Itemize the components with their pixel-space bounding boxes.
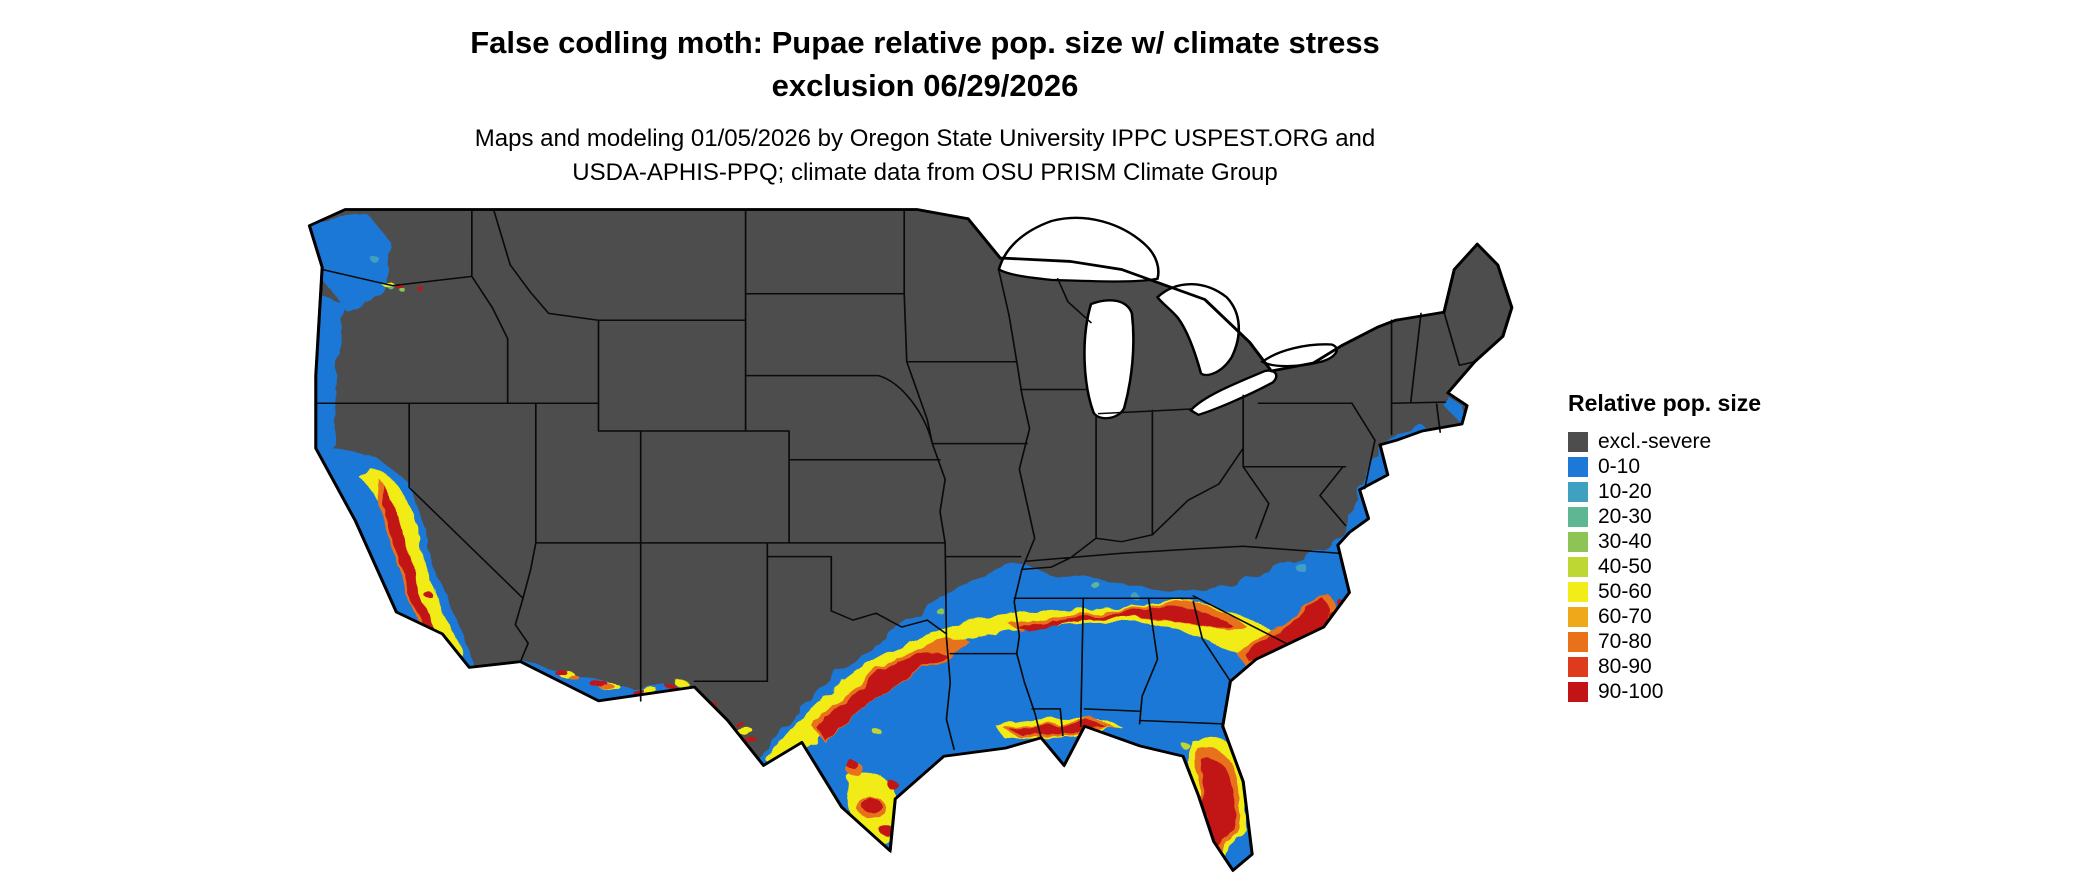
map-subtitle: Maps and modeling 01/05/2026 by Oregon S… [0, 122, 1850, 189]
map-title-line1: False codling moth: Pupae relative pop. … [470, 25, 1380, 60]
legend-label: excl.-severe [1598, 430, 1712, 453]
zone-blue-cape-cod [1444, 396, 1465, 422]
legend-item: 20-30 [1568, 504, 1848, 529]
legend-swatch [1568, 506, 1588, 527]
legend-swatch [1568, 556, 1588, 577]
legend-label: 90-100 [1598, 680, 1664, 703]
legend-swatch [1568, 656, 1588, 677]
legend-item: 40-50 [1568, 554, 1848, 579]
legend-item: 80-90 [1568, 654, 1848, 679]
us-map [307, 208, 1514, 873]
national-border [307, 208, 1514, 872]
legend-label: 10-20 [1598, 480, 1652, 503]
legend-swatch [1568, 631, 1588, 652]
lake-superior [997, 216, 1160, 283]
legend-title: Relative pop. size [1568, 390, 1762, 416]
legend-swatch [1568, 581, 1588, 602]
legend-swatch [1568, 481, 1588, 502]
map-subtitle-line2: USDA-APHIS-PPQ; climate data from OSU PR… [572, 158, 1278, 186]
legend-swatch [1568, 606, 1588, 627]
state-borders [314, 208, 1476, 751]
legend-swatch [1568, 681, 1588, 702]
map-title: False codling moth: Pupae relative pop. … [0, 22, 1850, 108]
legend-label: 80-90 [1598, 655, 1652, 678]
legend-item: 60-70 [1568, 604, 1848, 629]
legend-label: 30-40 [1598, 530, 1652, 553]
legend-swatch [1568, 456, 1588, 477]
lake-erie [1188, 369, 1278, 417]
map-title-line2: exclusion 06/29/2026 [771, 67, 1079, 103]
legend-swatch [1568, 531, 1588, 552]
legend-item: 10-20 [1568, 479, 1848, 504]
legend-label: 20-30 [1598, 505, 1652, 528]
zone-red-core [382, 285, 1347, 849]
legend-label: 40-50 [1598, 555, 1652, 578]
legend-label: 50-60 [1598, 580, 1652, 603]
legend-swatch [1568, 431, 1588, 452]
great-lakes [997, 216, 1339, 420]
legend: Relative pop. size excl.-severe 0-10 10-… [1568, 390, 1848, 704]
legend-item: 70-80 [1568, 629, 1848, 654]
legend-item: 50-60 [1568, 579, 1848, 604]
legend-label: 70-80 [1598, 630, 1652, 653]
lake-michigan [1083, 299, 1135, 420]
legend-item: 0-10 [1568, 454, 1848, 479]
legend-item: 90-100 [1568, 679, 1848, 704]
map-subtitle-line1: Maps and modeling 01/05/2026 by Oregon S… [474, 125, 1376, 152]
legend-label: 60-70 [1598, 605, 1652, 628]
lake-huron [1155, 283, 1241, 377]
legend-label: 0-10 [1598, 455, 1641, 478]
legend-item: excl.-severe [1568, 429, 1848, 454]
legend-item: 30-40 [1568, 529, 1848, 554]
us-map-container [303, 198, 1531, 890]
